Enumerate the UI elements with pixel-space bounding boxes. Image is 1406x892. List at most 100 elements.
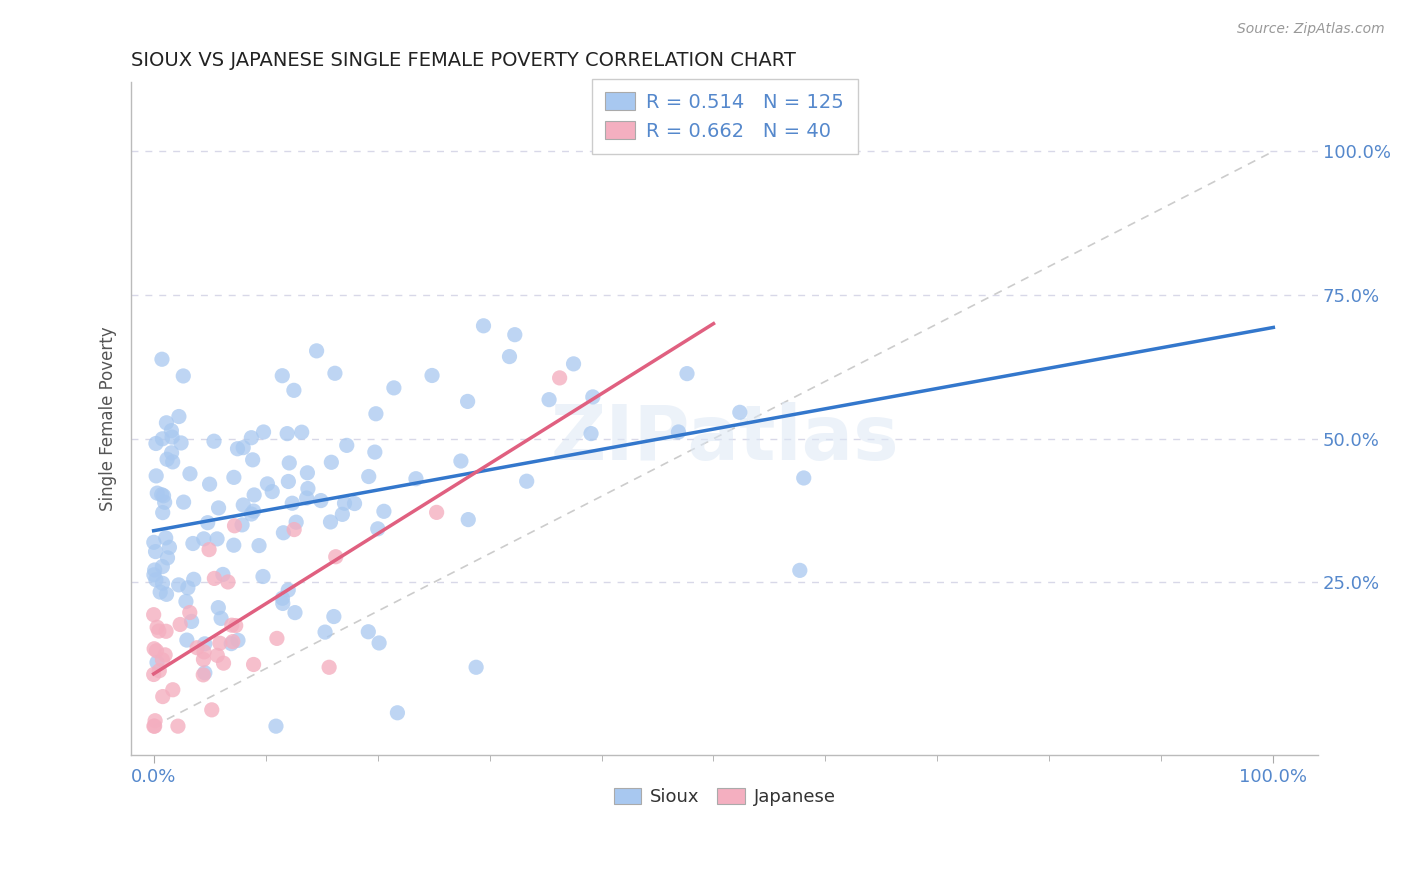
Point: [728, 405, 751, 419]
Point: [170, 436, 193, 450]
Point: [152, 506, 174, 520]
Point: [323, 366, 346, 380]
Point: [143, 719, 166, 733]
Point: [330, 508, 353, 522]
Point: [242, 453, 264, 467]
Point: [198, 477, 221, 491]
Point: [153, 648, 176, 662]
Point: [457, 394, 479, 409]
Point: [232, 498, 254, 512]
Point: [205, 532, 228, 546]
Point: [194, 665, 217, 680]
Point: [149, 585, 172, 599]
Point: [207, 648, 229, 663]
Point: [226, 442, 249, 456]
Point: [387, 706, 409, 720]
Point: [209, 611, 232, 625]
Point: [221, 618, 243, 632]
Point: [193, 652, 215, 666]
Point: [240, 431, 263, 445]
Point: [297, 482, 319, 496]
Point: [281, 496, 304, 510]
Point: [143, 641, 166, 656]
Point: [148, 664, 170, 678]
Point: [155, 416, 177, 430]
Point: [231, 517, 253, 532]
Point: [277, 582, 299, 597]
Point: [157, 541, 180, 555]
Point: [174, 594, 197, 608]
Point: [193, 645, 215, 659]
Point: [224, 518, 246, 533]
Point: [145, 644, 167, 658]
Point: [240, 507, 263, 521]
Point: [276, 426, 298, 441]
Point: [197, 516, 219, 530]
Point: [336, 438, 359, 452]
Point: [450, 454, 472, 468]
Point: [516, 474, 538, 488]
Point: [212, 567, 235, 582]
Point: [297, 466, 319, 480]
Point: [142, 667, 165, 681]
Point: [357, 624, 380, 639]
Point: [207, 500, 229, 515]
Point: [176, 633, 198, 648]
Text: ZIPatlas: ZIPatlas: [550, 401, 898, 475]
Point: [152, 690, 174, 704]
Point: [271, 591, 294, 606]
Point: [169, 617, 191, 632]
Point: [145, 573, 167, 587]
Point: [194, 637, 217, 651]
Point: [273, 525, 295, 540]
Y-axis label: Single Female Poverty: Single Female Poverty: [100, 326, 117, 511]
Point: [426, 505, 449, 519]
Point: [183, 572, 205, 586]
Point: [143, 563, 166, 577]
Point: [309, 493, 332, 508]
Point: [465, 660, 488, 674]
Point: [503, 327, 526, 342]
Point: [222, 634, 245, 648]
Point: [457, 512, 479, 526]
Point: [160, 424, 183, 438]
Point: [156, 452, 179, 467]
Point: [207, 600, 229, 615]
Point: [142, 535, 165, 549]
Point: [152, 653, 174, 667]
Point: [155, 587, 177, 601]
Point: [472, 318, 495, 333]
Point: [264, 719, 287, 733]
Point: [173, 495, 195, 509]
Point: [179, 606, 201, 620]
Point: [160, 446, 183, 460]
Point: [150, 352, 173, 367]
Point: [217, 574, 239, 589]
Point: [321, 455, 343, 469]
Point: [208, 636, 231, 650]
Point: [219, 637, 242, 651]
Point: [295, 491, 318, 505]
Point: [145, 544, 167, 558]
Point: [150, 559, 173, 574]
Point: [142, 567, 165, 582]
Point: [156, 550, 179, 565]
Point: [582, 390, 605, 404]
Point: [226, 633, 249, 648]
Point: [143, 714, 166, 728]
Point: [153, 495, 176, 509]
Point: [225, 618, 247, 632]
Point: [357, 469, 380, 483]
Point: [181, 536, 204, 550]
Point: [382, 381, 405, 395]
Point: [284, 606, 307, 620]
Point: [167, 578, 190, 592]
Point: [271, 368, 294, 383]
Point: [262, 484, 284, 499]
Point: [318, 660, 340, 674]
Point: [562, 357, 585, 371]
Point: [277, 475, 299, 489]
Point: [177, 581, 200, 595]
Point: [271, 597, 294, 611]
Point: [291, 425, 314, 440]
